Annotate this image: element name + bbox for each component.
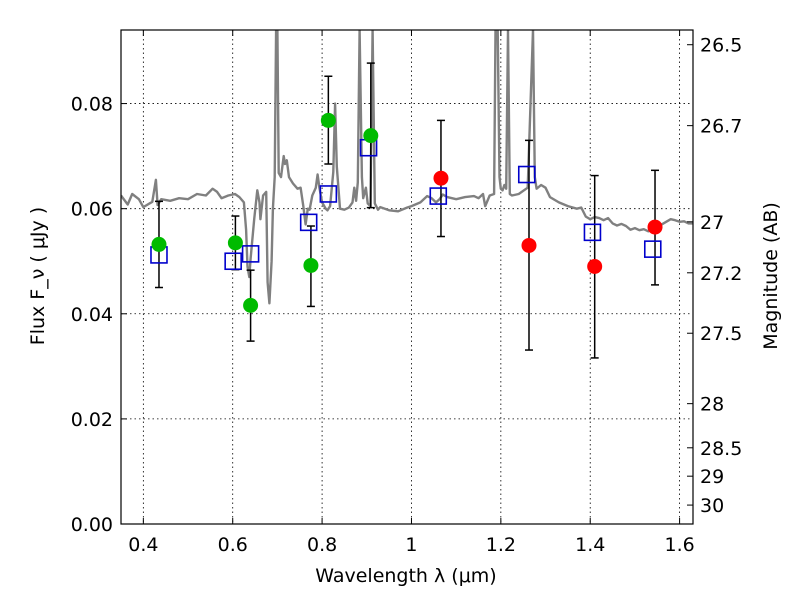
y-axis-ticks: 0.00 0.02 0.04 0.06 0.08 — [71, 94, 127, 536]
model-flux-square — [517, 165, 536, 184]
model-flux-square — [319, 185, 338, 203]
y2-tick-label: 28.5 — [700, 438, 742, 460]
x-tick-label: 0.6 — [218, 534, 248, 556]
y2-tick-label: 29 — [700, 466, 724, 488]
y2-tick-label: 28 — [700, 394, 724, 416]
y2-tick-label: 26.5 — [700, 35, 742, 57]
plot-border — [120, 29, 694, 525]
model-flux-square — [643, 240, 662, 258]
x-axis-label: Wavelength λ (μm) — [315, 565, 496, 587]
green-data-point — [243, 297, 259, 313]
y-axis-label: Flux F_ν ( μJy ) — [27, 207, 49, 345]
y2-axis-label: Magnitude (AB) — [760, 202, 782, 350]
model-spectrum-line — [121, 30, 693, 305]
model-flux-square — [583, 223, 602, 242]
x-tick-label: 1.4 — [575, 534, 605, 556]
x-tick-label: 1.6 — [664, 534, 694, 556]
x-tick-label: 0.8 — [307, 534, 337, 556]
photometry-dots-layer — [151, 112, 663, 313]
y2-tick-label: 26.7 — [700, 116, 742, 138]
y-tick-label: 0.02 — [71, 409, 113, 431]
red-data-point — [587, 258, 603, 274]
x-tick-label: 1 — [405, 534, 417, 556]
y2-tick-label: 27.2 — [700, 263, 742, 285]
photometry-squares-layer — [150, 138, 662, 271]
x-axis-ticks: 0.4 0.6 0.8 1 1.2 1.4 1.6 — [128, 30, 695, 556]
y2-tick-label: 27 — [700, 212, 724, 234]
model-spectrum-layer — [121, 30, 693, 305]
red-data-point — [521, 237, 537, 253]
model-flux-square — [299, 213, 318, 232]
y-tick-label: 0.08 — [71, 94, 113, 116]
green-data-point — [151, 236, 167, 252]
green-data-point — [320, 112, 336, 128]
y-tick-label: 0.00 — [71, 514, 113, 536]
y-tick-label: 0.04 — [71, 304, 113, 326]
green-data-point — [227, 235, 243, 251]
red-data-point — [433, 170, 449, 186]
plot-frame — [120, 29, 694, 525]
y2-tick-label: 27.5 — [700, 323, 742, 345]
model-flux-square — [429, 187, 448, 205]
model-flux-square — [241, 245, 260, 263]
y-tick-label: 0.06 — [71, 199, 113, 221]
y2-tick-label: 30 — [700, 495, 724, 517]
y2-axis-ticks: 26.5 26.7 27 27.2 27.5 28 28.5 29 30 — [687, 35, 742, 517]
x-tick-label: 0.4 — [128, 534, 158, 556]
x-tick-label: 1.2 — [486, 534, 516, 556]
green-data-point — [303, 257, 319, 273]
grid-lines — [121, 30, 693, 525]
model-flux-square — [224, 252, 242, 271]
red-data-point — [647, 219, 663, 235]
green-data-point — [363, 128, 379, 144]
